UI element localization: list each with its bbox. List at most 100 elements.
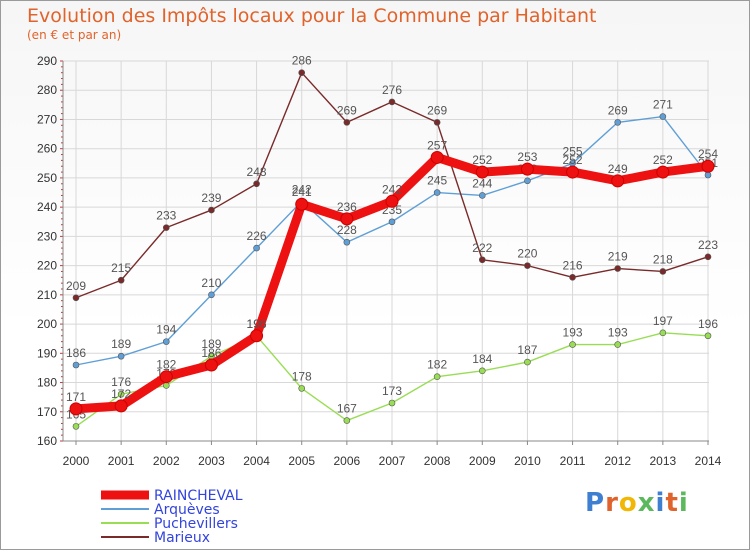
y-tick-label: 190 xyxy=(37,346,57,360)
data-point xyxy=(388,399,396,407)
data-label: 193 xyxy=(563,326,583,340)
proxiti-logo: Proxiti xyxy=(585,488,689,518)
data-point xyxy=(704,253,712,261)
x-tick-label: 2002 xyxy=(153,454,180,468)
data-label: 176 xyxy=(111,375,131,389)
data-point xyxy=(72,361,80,369)
data-point xyxy=(433,373,441,380)
data-point xyxy=(659,113,667,120)
data-label: 241 xyxy=(292,185,312,199)
data-label: 242 xyxy=(382,182,402,196)
x-tick-label: 2004 xyxy=(243,454,270,468)
data-point xyxy=(478,367,486,375)
data-point xyxy=(524,177,531,185)
data-label: 186 xyxy=(66,346,86,360)
data-label: 173 xyxy=(382,384,402,398)
logo-letter: x xyxy=(637,488,656,518)
data-label: 193 xyxy=(608,326,628,340)
data-label: 218 xyxy=(653,252,673,266)
legend-label: Puchevillers xyxy=(154,516,238,532)
legend-label: Arquèves xyxy=(154,502,220,518)
data-point xyxy=(659,268,667,275)
data-point xyxy=(659,329,667,337)
data-point xyxy=(298,385,306,392)
data-label: 269 xyxy=(608,103,628,117)
data-label: 216 xyxy=(563,258,583,272)
data-point xyxy=(385,194,399,208)
data-label: 252 xyxy=(563,153,583,167)
data-label: 236 xyxy=(337,200,357,214)
y-tick-label: 180 xyxy=(37,376,57,390)
data-point xyxy=(704,332,712,340)
data-point xyxy=(520,162,534,176)
y-tick-label: 170 xyxy=(37,405,57,419)
data-label: 252 xyxy=(472,153,492,167)
data-point xyxy=(117,352,125,360)
data-label: 269 xyxy=(337,103,357,117)
data-point xyxy=(204,358,218,372)
data-label: 210 xyxy=(201,276,221,290)
data-point xyxy=(159,370,173,384)
x-tick-label: 2000 xyxy=(63,454,90,468)
chart-subtitle: (en € et par an) xyxy=(27,28,122,42)
data-point xyxy=(478,256,486,264)
data-point xyxy=(208,206,215,214)
data-label: 254 xyxy=(698,147,718,161)
data-label: 220 xyxy=(517,247,537,261)
data-point xyxy=(253,244,260,252)
y-tick-label: 200 xyxy=(37,317,57,331)
data-point xyxy=(433,189,441,196)
data-point xyxy=(614,341,622,348)
y-tick-label: 260 xyxy=(37,142,57,156)
x-tick-label: 2012 xyxy=(604,454,631,468)
data-point xyxy=(701,159,715,173)
data-label: 186 xyxy=(201,346,221,360)
data-point xyxy=(162,338,170,345)
data-label: 182 xyxy=(427,358,447,372)
x-tick-label: 2011 xyxy=(560,454,586,468)
data-label: 252 xyxy=(653,153,673,167)
logo-letter: P xyxy=(585,488,606,518)
y-tick-label: 230 xyxy=(37,229,57,243)
data-point xyxy=(566,165,580,179)
data-point xyxy=(343,238,351,246)
data-label: 187 xyxy=(517,343,537,357)
y-tick-label: 250 xyxy=(37,171,57,185)
data-point xyxy=(614,119,622,126)
data-point xyxy=(569,274,576,281)
data-point xyxy=(162,224,170,231)
chart-title: Evolution des Impôts locaux pour la Comm… xyxy=(27,5,597,27)
data-label: 189 xyxy=(201,337,221,351)
x-tick-label: 2008 xyxy=(424,454,451,468)
data-label: 245 xyxy=(427,174,447,188)
y-tick-label: 240 xyxy=(37,200,57,214)
data-label: 226 xyxy=(247,229,267,243)
legend-label: Marieux xyxy=(154,530,210,546)
x-tick-label: 2010 xyxy=(514,454,541,468)
data-point xyxy=(611,174,625,188)
x-tick-label: 2014 xyxy=(695,454,722,468)
data-label: 242 xyxy=(292,182,312,196)
data-label: 219 xyxy=(608,250,628,264)
data-point xyxy=(704,171,712,179)
data-point xyxy=(524,358,531,366)
x-tick-label: 2006 xyxy=(334,454,361,468)
data-label: 197 xyxy=(653,314,673,328)
x-tick-label: 2005 xyxy=(288,454,315,468)
logo-letter: o xyxy=(618,488,638,518)
logo-letter: r xyxy=(605,488,619,518)
data-label: 171 xyxy=(66,390,86,404)
x-tick-label: 2009 xyxy=(469,454,496,468)
data-label: 248 xyxy=(247,165,267,179)
data-point xyxy=(72,423,80,430)
data-label: 228 xyxy=(337,223,357,237)
y-tick-label: 280 xyxy=(37,83,57,97)
data-point xyxy=(69,402,83,416)
data-label: 269 xyxy=(427,103,447,117)
data-label: 276 xyxy=(382,83,402,97)
y-tick-label: 290 xyxy=(37,54,57,68)
data-point xyxy=(298,69,306,76)
data-point xyxy=(614,265,622,272)
data-point xyxy=(388,218,396,226)
